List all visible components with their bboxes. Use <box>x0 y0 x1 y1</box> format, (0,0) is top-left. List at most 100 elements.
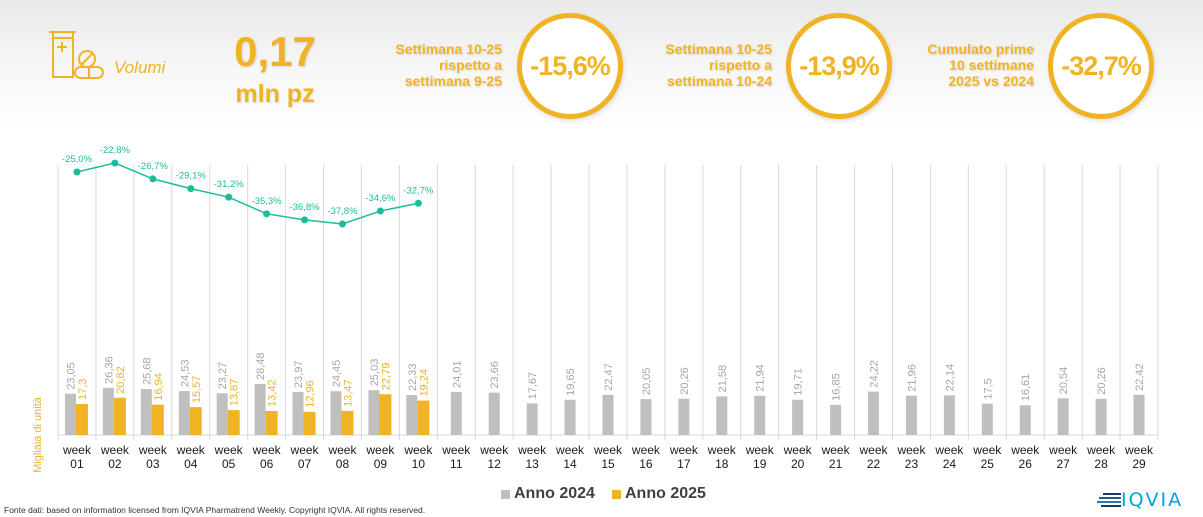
variation-label: -29,1% <box>176 171 207 182</box>
variation-line: -25,0% -22,8% -26,7% -29,1% -31,2% -35,3% -36,… <box>62 145 434 228</box>
x-tick-label: week 03 <box>138 443 168 471</box>
bar-label-2025: 12,96 <box>305 380 317 408</box>
variation-point <box>414 199 422 207</box>
comparison-weekly-label: Settimana 10-25 rispetto a settimana 9-2… <box>370 41 502 89</box>
bar-label-2024: 17,5 <box>982 378 994 399</box>
bar-label-2024: 20,54 <box>1058 367 1070 395</box>
bar-2024 <box>254 384 266 435</box>
bar-2024 <box>905 395 917 435</box>
bar-label-2024: 16,85 <box>831 373 843 401</box>
bar-2025 <box>227 410 240 435</box>
x-tick-label: week 15 <box>593 443 623 471</box>
variation-point <box>376 207 384 215</box>
bar-label-2024: 24,45 <box>331 360 343 388</box>
variation-line-path <box>76 162 419 225</box>
comparison-weekly-value: -15,6% <box>517 13 623 119</box>
x-tick-label: week 06 <box>252 443 282 471</box>
bar-2024 <box>140 389 152 435</box>
bar-label-2024: 22,47 <box>603 363 615 391</box>
bar-2025 <box>341 410 354 435</box>
variation-label: -32,7% <box>403 185 434 196</box>
source-note: Fonte dati: based on information license… <box>4 505 426 515</box>
bar-2024 <box>178 391 190 435</box>
legend-swatch-2025 <box>612 489 621 499</box>
variation-point <box>263 210 271 218</box>
bar-2024 <box>868 391 880 435</box>
bar-label-2024: 19,65 <box>565 368 577 396</box>
x-tick-label: week 16 <box>631 443 661 471</box>
x-tick-label: week 29 <box>1124 443 1154 471</box>
medicine-bottle-pills-icon <box>48 28 106 80</box>
bar-2024 <box>368 390 380 435</box>
x-tick-label: week 18 <box>707 443 737 471</box>
bar-2025 <box>189 407 202 435</box>
comparison-line: Settimana 10-25 <box>395 41 502 57</box>
bar-2024 <box>678 398 690 435</box>
bar-2025 <box>265 410 278 435</box>
x-tick-label: week 25 <box>972 443 1002 471</box>
bar-label-2024: 23,66 <box>489 361 501 389</box>
variation-point <box>73 168 81 176</box>
comparison-line: settimana 9-25 <box>404 73 502 89</box>
x-tick-label: week 05 <box>214 443 244 471</box>
bar-label-2024: 24,53 <box>179 360 191 388</box>
y-axis-label: Migliaia di unità <box>32 396 44 473</box>
legend-item-2025: Anno 2025 <box>612 485 706 503</box>
comparison-yoy-value: -13,9% <box>786 13 892 119</box>
bar-2024 <box>1019 405 1031 435</box>
bar-label-2024: 20,26 <box>679 367 691 395</box>
bar-label-2024: 22,33 <box>407 363 419 391</box>
comparison-line: rispetto a <box>708 57 772 73</box>
variation-label: -22,8% <box>100 145 131 156</box>
bar-label-2024: 20,05 <box>641 368 653 396</box>
bar-2024 <box>564 399 576 435</box>
bar-2024 <box>102 387 114 435</box>
x-tick-label: week 24 <box>934 443 964 471</box>
bar-label-2024: 21,96 <box>906 364 918 392</box>
x-tick-label: week 11 <box>441 443 471 471</box>
variation-point <box>301 216 309 224</box>
bar-label-2025: 16,94 <box>153 373 165 401</box>
bar-label-2024: 19,71 <box>793 368 805 396</box>
variation-label: -31,2% <box>214 179 245 190</box>
bar-label-2024: 16,61 <box>1020 374 1032 402</box>
bar-2024 <box>1133 394 1145 435</box>
comparison-line: settimana 10-24 <box>666 73 772 89</box>
x-tick-label: week 01 <box>62 443 92 471</box>
comparison-line: Settimana 10-25 <box>665 41 772 57</box>
x-tick-label: week 02 <box>100 443 130 471</box>
bar-label-2025: 17,3 <box>77 379 89 400</box>
comparison-cumulative-value: -32,7% <box>1048 13 1154 119</box>
x-tick-label: week 14 <box>555 443 585 471</box>
kpi-label: Volumi <box>114 58 166 77</box>
bar-2024 <box>640 399 652 435</box>
variation-label: -37,8% <box>327 206 358 217</box>
comparison-line: 2025 vs 2024 <box>948 73 1034 89</box>
bar-2024 <box>292 392 304 435</box>
bar-label-2025: 22,79 <box>380 363 392 391</box>
x-tick-label: week 28 <box>1086 443 1116 471</box>
x-axis: week 01 week 02 week 03 week 04 week 05 week 06 week… <box>62 443 1154 471</box>
bar-2024 <box>1057 398 1069 435</box>
variation-point <box>187 185 195 193</box>
comparison-line: rispetto a <box>438 57 502 73</box>
bar-label-2025: 15,57 <box>191 376 203 404</box>
legend-label: Anno 2025 <box>625 485 706 502</box>
legend-swatch-2024 <box>501 489 510 499</box>
x-tick-label: week 26 <box>1010 443 1040 471</box>
bar-2024 <box>488 392 500 435</box>
bar-2024 <box>216 393 228 435</box>
bar-2024 <box>830 404 842 435</box>
bar-2025 <box>151 404 164 435</box>
comparison-line: Cumulato prime <box>927 41 1034 57</box>
bar-label-2024: 25,03 <box>369 359 381 387</box>
bars <box>64 384 1145 435</box>
bar-2025 <box>417 400 430 435</box>
bar-label-2025: 20,82 <box>115 366 127 394</box>
bar-2024 <box>64 393 76 435</box>
kpi-value: 0,17 <box>234 28 316 75</box>
bar-label-2024: 22,42 <box>1134 363 1146 391</box>
bar-label-2024: 21,94 <box>755 364 767 392</box>
